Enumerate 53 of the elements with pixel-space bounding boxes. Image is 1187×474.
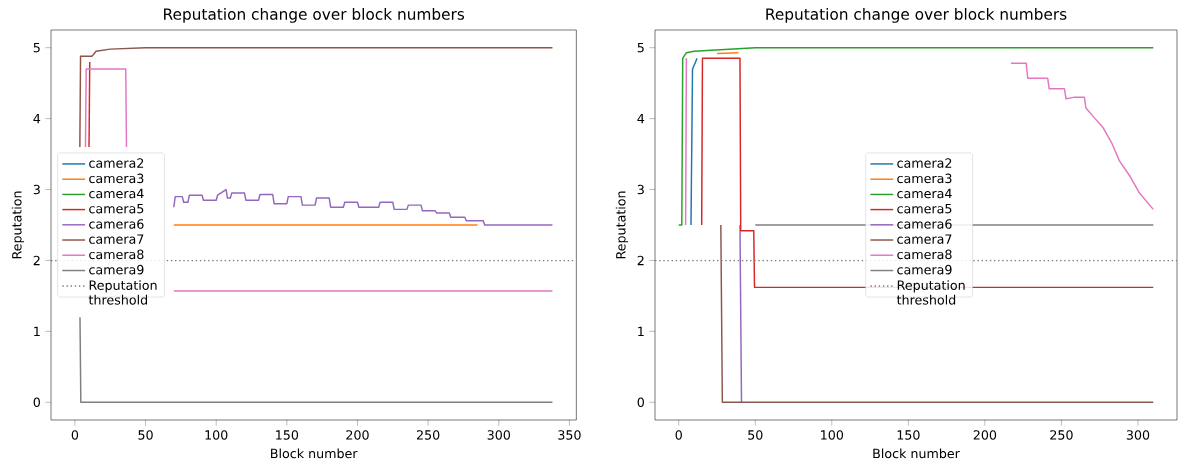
y-axis-title: Reputation — [615, 191, 629, 259]
legend-label: camera8 — [89, 249, 144, 260]
x-tick-label: 300 — [487, 430, 511, 440]
y-axis-title: Reputation — [11, 191, 25, 259]
x-tick-label: 0 — [71, 430, 79, 440]
y-tick-label: 3 — [637, 184, 644, 195]
legend-label: camera7 — [897, 234, 952, 244]
line-series — [690, 57, 698, 226]
x-tick-label: 100 — [821, 430, 844, 440]
y-tick-label: 3 — [33, 184, 40, 195]
legend-label: camera6 — [89, 219, 144, 229]
legend-label: camera3 — [89, 173, 144, 184]
y-tick-label: 2 — [33, 255, 40, 266]
x-tick-label: 150 — [276, 430, 299, 440]
x-tick-label: 300 — [1126, 430, 1150, 440]
x-tick-label: 250 — [1050, 430, 1073, 440]
legend-label: camera4 — [89, 188, 144, 199]
x-tick-label: 200 — [346, 430, 369, 440]
x-axis-title: Block number — [873, 448, 960, 459]
y-tick-label: 1 — [34, 326, 40, 336]
x-tick-label: 100 — [205, 430, 228, 440]
legend-label: camera8 — [897, 249, 952, 260]
y-tick-label: 0 — [637, 397, 644, 408]
x-tick-label: 350 — [558, 430, 581, 440]
y-tick-label: 1 — [638, 326, 644, 336]
chart-title: Reputation change over block numbers — [164, 8, 465, 23]
x-axis-title: Block number — [271, 448, 358, 459]
legend-label: camera6 — [897, 219, 952, 229]
y-tick-label: 4 — [33, 114, 41, 124]
legend-label: Reputation threshold — [88, 280, 157, 305]
x-tick-label: 250 — [416, 430, 440, 440]
legend-label: camera5 — [89, 204, 144, 214]
legend-label: Reputation threshold — [896, 280, 965, 305]
legend-label: camera9 — [89, 264, 144, 275]
legend-label: camera2 — [897, 158, 952, 168]
y-tick-label: 2 — [637, 255, 644, 266]
x-tick-label: 150 — [897, 430, 920, 440]
x-tick-label: 200 — [973, 430, 997, 440]
x-tick-label: 0 — [675, 430, 682, 440]
x-tick-label: 50 — [748, 430, 763, 440]
y-tick-label: 4 — [637, 114, 645, 124]
line-series — [79, 46, 554, 148]
legend-label: camera4 — [897, 188, 952, 199]
x-tick-label: 50 — [138, 430, 153, 440]
legend-label: camera9 — [897, 264, 952, 275]
legend-label: camera3 — [897, 173, 952, 184]
y-tick-label: 5 — [637, 43, 644, 53]
legend-label: camera2 — [89, 158, 144, 168]
y-tick-label: 5 — [33, 43, 40, 53]
y-tick-label: 0 — [33, 397, 40, 408]
chart-title: Reputation change over block numbers — [766, 8, 1067, 23]
legend-label: camera7 — [89, 234, 144, 244]
legend-label: camera5 — [897, 204, 952, 214]
